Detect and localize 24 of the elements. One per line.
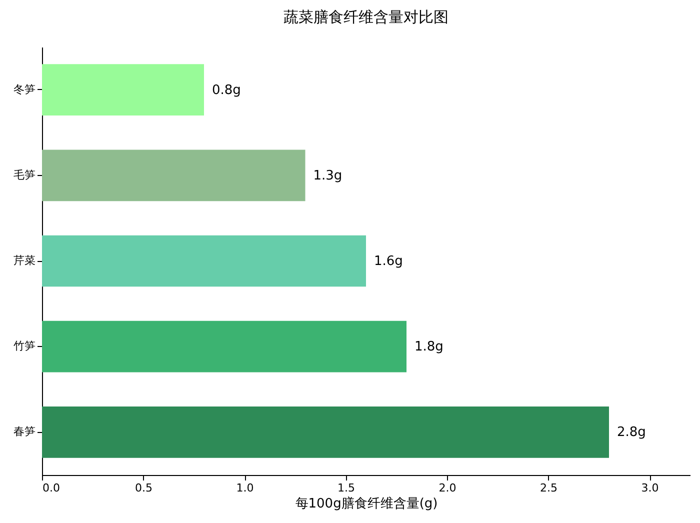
x-tick-label: 2.5 [540, 482, 558, 494]
x-tick-label: 1.5 [338, 482, 355, 494]
bar [42, 150, 306, 202]
x-tick-label: 1.0 [236, 482, 254, 494]
x-tick-label: 0.5 [135, 482, 152, 494]
bar [42, 64, 204, 116]
y-tick-label: 毛笋 [14, 168, 36, 182]
data-label: 2.8g [617, 425, 646, 440]
bar [42, 406, 609, 458]
x-tick-label: 2.0 [438, 482, 456, 494]
x-tick-label: 0.0 [42, 482, 60, 494]
x-tick-label: 3.0 [641, 482, 659, 494]
y-tick-label: 芹菜 [14, 254, 36, 267]
bar [42, 320, 406, 372]
data-label: 1.8g [414, 340, 444, 355]
y-tick-label: 春笋 [14, 425, 36, 438]
data-label: 1.3g [313, 168, 342, 184]
data-label: 0.8g [212, 82, 241, 98]
chart-title: 蔬菜膳食纤维含量对比图 [284, 8, 448, 26]
x-axis-title: 每100g膳食纤维含量(g) [295, 496, 438, 512]
bar [42, 235, 366, 287]
y-tick-label: 竹笋 [14, 340, 36, 353]
y-tick-label: 冬笋 [14, 82, 36, 96]
data-label: 1.6g [374, 254, 403, 269]
